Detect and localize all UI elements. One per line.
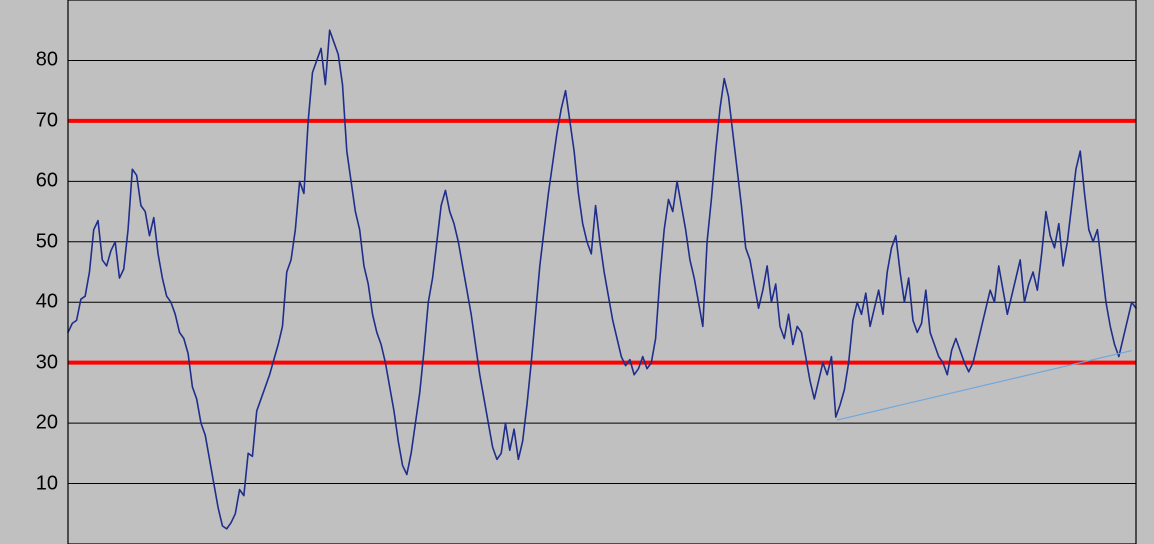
plot-area-bg (68, 0, 1136, 544)
y-axis-tick-label: 20 (0, 412, 58, 435)
chart-canvas (0, 0, 1154, 544)
y-axis-tick-label: 60 (0, 170, 58, 193)
y-axis-tick-label: 80 (0, 49, 58, 72)
y-axis-tick-label: 40 (0, 291, 58, 314)
y-axis-tick-label: 10 (0, 472, 58, 495)
y-axis-tick-label: 70 (0, 109, 58, 132)
y-axis-tick-label: 50 (0, 230, 58, 253)
y-axis-tick-label: 30 (0, 351, 58, 374)
oscillator-chart: 10 20 30 40 50 60 70 80 (0, 0, 1154, 544)
